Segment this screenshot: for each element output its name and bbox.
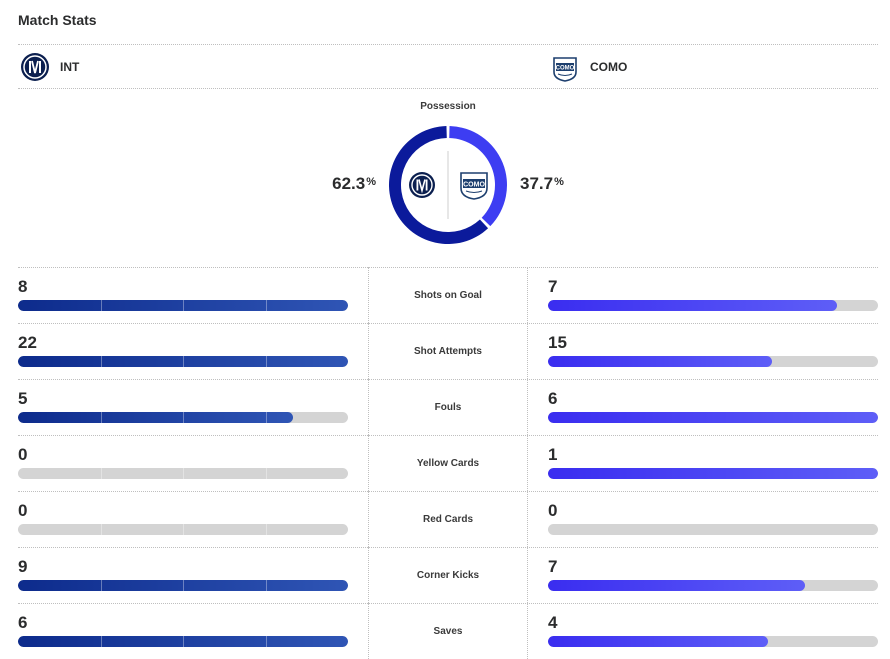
away-stat-value: 15: [548, 333, 567, 352]
away-stat-bar-fill: [548, 412, 878, 423]
home-stat-value: 22: [18, 333, 37, 352]
column-divider: [527, 435, 528, 491]
stat-row: 5 Fouls 6: [18, 379, 878, 435]
away-stat-bar-fill: [548, 300, 837, 311]
away-stat-value: 0: [548, 501, 558, 520]
column-divider: [368, 603, 369, 659]
away-team[interactable]: COMO COMO: [550, 52, 627, 82]
away-stat-bar-fill: [548, 356, 773, 367]
row-divider: [18, 379, 878, 380]
away-stat-bar: [548, 524, 878, 535]
stat-row: 6 Saves 4: [18, 603, 878, 659]
column-divider: [527, 267, 528, 323]
home-possession-value: 62.3%: [332, 174, 376, 193]
row-divider: [18, 491, 878, 492]
away-stat-bar: [548, 580, 878, 591]
column-divider: [527, 603, 528, 659]
away-stat-value: 7: [548, 277, 558, 296]
column-divider: [527, 491, 528, 547]
away-possession-arc: [449, 126, 507, 227]
home-stat-bar: [18, 300, 348, 311]
home-stat-bar: [18, 356, 348, 367]
stat-label: Fouls: [434, 402, 462, 413]
away-stat-bar: [548, 300, 878, 311]
home-stat-value: 6: [18, 613, 28, 632]
away-stat-value: 6: [548, 389, 558, 408]
row-divider: [18, 267, 878, 268]
away-stat-bar-fill: [548, 580, 805, 591]
stat-label: Shot Attempts: [414, 346, 482, 357]
home-stat-bar-fill: [18, 356, 348, 367]
column-divider: [368, 267, 369, 323]
home-stat-bar: [18, 636, 348, 647]
home-stat-bar-fill: [18, 412, 293, 423]
como-crest-icon: COMO: [460, 172, 488, 200]
stat-label: Yellow Cards: [416, 458, 480, 469]
stat-row: 22 Shot Attempts 15: [18, 323, 878, 379]
home-team-name: INT: [60, 60, 80, 74]
home-stat-bar: [18, 468, 348, 479]
home-stat-bar-fill: [18, 636, 348, 647]
home-stat-value: 9: [18, 557, 28, 576]
column-divider: [527, 379, 528, 435]
home-possession-arc: [389, 126, 489, 244]
home-stat-bar-fill: [18, 300, 348, 311]
home-stat-bar: [18, 412, 348, 423]
stat-row: 0 Yellow Cards 1: [18, 435, 878, 491]
stat-row: 8 Shots on Goal 7: [18, 267, 878, 323]
away-stat-value: 1: [548, 445, 558, 464]
home-stat-value: 0: [18, 501, 28, 520]
away-stat-bar: [548, 412, 878, 423]
home-team[interactable]: INT: [20, 52, 79, 82]
row-divider: [18, 603, 878, 604]
home-stat-value: 0: [18, 445, 28, 464]
row-divider: [18, 323, 878, 324]
away-stat-bar-fill: [548, 468, 878, 479]
away-stat-value: 7: [548, 557, 558, 576]
home-stat-bar: [18, 580, 348, 591]
stat-label: Shots on Goal: [414, 290, 482, 301]
away-team-name: COMO: [590, 60, 628, 74]
divider: [18, 88, 878, 89]
away-stat-bar: [548, 468, 878, 479]
possession-label: Possession: [420, 101, 476, 112]
stat-label: Red Cards: [422, 514, 473, 525]
home-stat-bar-fill: [18, 580, 348, 591]
page-title: Match Stats: [18, 12, 97, 28]
como-crest-icon: COMO: [553, 57, 577, 82]
column-divider: [368, 491, 369, 547]
stat-label: Saves: [433, 626, 463, 637]
inter-crest-icon: [21, 53, 49, 81]
stat-label: Corner Kicks: [416, 570, 480, 581]
inter-crest-icon: [409, 172, 435, 198]
away-stat-value: 4: [548, 613, 558, 632]
away-possession-value: 37.7%: [520, 174, 564, 193]
column-divider: [527, 323, 528, 379]
possession-donut-chart: COMO: [389, 126, 507, 244]
como-crest-text: COMO: [556, 66, 575, 72]
home-stat-value: 8: [18, 277, 28, 296]
stats-table: 8 Shots on Goal 7 22 Shot Attempts 15: [18, 267, 878, 659]
stat-row: 0 Red Cards 0: [18, 491, 878, 547]
column-divider: [527, 547, 528, 603]
home-stat-value: 5: [18, 389, 28, 408]
column-divider: [368, 379, 369, 435]
divider: [18, 44, 878, 45]
column-divider: [368, 435, 369, 491]
row-divider: [18, 435, 878, 436]
como-crest-text: COMO: [463, 181, 485, 188]
row-divider: [18, 547, 878, 548]
away-stat-bar-fill: [548, 636, 769, 647]
column-divider: [368, 547, 369, 603]
away-stat-bar: [548, 636, 878, 647]
column-divider: [368, 323, 369, 379]
home-stat-bar: [18, 524, 348, 535]
stat-row: 9 Corner Kicks 7: [18, 547, 878, 603]
away-stat-bar: [548, 356, 878, 367]
